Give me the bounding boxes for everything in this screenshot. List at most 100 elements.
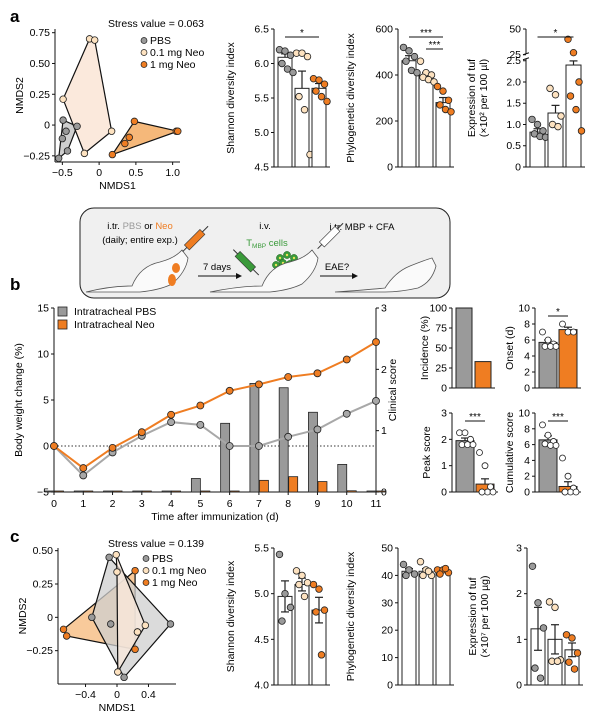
data-point xyxy=(545,598,554,606)
data-point xyxy=(130,117,139,126)
significance-label: *** xyxy=(420,28,432,39)
data-point xyxy=(561,488,569,496)
weight-point xyxy=(225,442,234,450)
weight-point xyxy=(284,432,293,441)
y-tick-label: 600 xyxy=(375,24,393,36)
legend-label: PBS xyxy=(150,35,171,47)
data-point xyxy=(295,92,303,101)
stress-value-label: Stress value = 0.139 xyxy=(108,538,204,550)
y-tick-label: 0 xyxy=(524,487,530,499)
data-point xyxy=(424,567,433,575)
chart-b-peak: 0 1 2 3 Peak score *** xyxy=(421,408,498,499)
data-point xyxy=(481,462,489,470)
legend-label: 1 mg Neo xyxy=(150,59,196,71)
y-tick-label: −0.25 xyxy=(26,645,53,657)
clinical-score-bar xyxy=(112,490,123,493)
y-tick-label: 30 xyxy=(381,597,393,609)
weight-point xyxy=(372,397,380,405)
x-tick-label: 7 xyxy=(256,498,262,510)
data-point xyxy=(439,87,447,95)
data-point xyxy=(312,608,320,616)
data-point xyxy=(533,120,542,129)
significance-label: * xyxy=(300,28,304,39)
y-tick-label: 2 xyxy=(516,588,522,600)
legend-marker xyxy=(142,555,150,562)
chart-a-tuf: 0 0.5 1.0 1.5 2.0 2.525 50 Expression of tuf (×1… xyxy=(466,24,586,174)
y-tick-label: 5 xyxy=(43,395,49,407)
x-tick-label: 0 xyxy=(51,498,57,510)
step2-cells: TMBP cells xyxy=(246,238,288,250)
schematic: i.tr. PBS or Neo (daily; entire exp.) i.… xyxy=(79,207,451,299)
legend-marker xyxy=(142,579,150,586)
data-point xyxy=(461,429,469,437)
clinical-score-bar xyxy=(141,490,152,493)
weight-point xyxy=(167,418,175,426)
y-tick-label-right: 1 xyxy=(381,425,387,437)
clinical-score-bar xyxy=(161,490,172,493)
y-tick-label: 0 xyxy=(44,120,50,132)
y-tick-label: 2 xyxy=(524,471,530,483)
weight-line xyxy=(53,400,377,477)
y-tick-label: 10 xyxy=(37,349,49,361)
y-tick-label: 10 xyxy=(518,408,530,420)
clinical-score-bar xyxy=(171,490,181,493)
bar xyxy=(558,329,578,389)
y-tick-label: 0.5 xyxy=(506,140,521,152)
y-tick-label: 2.0 xyxy=(506,76,521,88)
arrow2-head xyxy=(352,273,358,279)
mouse-2-icon xyxy=(209,249,319,293)
data-point xyxy=(402,571,410,580)
y-tick-label: −0.25 xyxy=(23,150,50,162)
step3-label: i.tr. MBP + CFA xyxy=(329,222,395,233)
x-tick-label: 3 xyxy=(139,498,145,510)
data-point xyxy=(399,43,408,52)
syringe-green-icon xyxy=(232,249,260,276)
data-point xyxy=(320,606,329,614)
weight-point xyxy=(196,401,205,410)
data-point xyxy=(416,57,425,65)
y-tick-label: 8 xyxy=(524,319,530,331)
panel-label-a: a xyxy=(10,7,20,26)
clinical-score-bar xyxy=(44,490,55,493)
y-tick-label: 400 xyxy=(375,70,393,82)
weight-point xyxy=(137,428,146,437)
y-tick-label: 0.25 xyxy=(33,579,54,591)
y-tick-label: 0.75 xyxy=(30,27,51,39)
panel-label-b: b xyxy=(10,275,20,294)
legend-label: 0.1 mg Neo xyxy=(152,565,206,577)
data-point xyxy=(298,571,306,580)
y-tick-label: 4.5 xyxy=(254,634,269,646)
y-tick-label: −5 xyxy=(37,487,49,499)
y-tick-label: 0 xyxy=(516,680,522,692)
data-point xyxy=(303,52,312,61)
data-point xyxy=(489,488,497,496)
clinical-score-bar xyxy=(132,490,143,493)
weight-line xyxy=(53,341,377,470)
data-point xyxy=(59,625,68,634)
data-point xyxy=(568,634,576,642)
legend-label: 0.1 mg Neo xyxy=(150,47,204,59)
clinical-score-bar xyxy=(376,490,386,493)
y-tick-label: 0 xyxy=(387,680,393,692)
data-point xyxy=(120,673,128,682)
x-tick-label: 0 xyxy=(96,167,102,179)
data-point xyxy=(303,579,312,587)
y-axis-label: Onset (d) xyxy=(504,326,516,370)
bar xyxy=(401,570,417,686)
data-point xyxy=(286,603,295,612)
data-point xyxy=(541,342,549,350)
weight-point xyxy=(50,442,58,450)
y-tick-label: 5.5 xyxy=(254,93,269,105)
data-point xyxy=(278,617,286,625)
y-axis-label: Phylogenetic diversity index xyxy=(345,32,357,162)
data-point xyxy=(564,472,572,480)
data-point xyxy=(528,115,536,124)
data-point xyxy=(88,613,96,622)
data-point xyxy=(567,488,574,496)
legend-label: Intratracheal PBS xyxy=(74,306,156,318)
data-point xyxy=(80,149,89,158)
data-point xyxy=(433,82,442,91)
y-tick-label: 5.5 xyxy=(254,543,269,555)
weight-point xyxy=(313,425,322,434)
